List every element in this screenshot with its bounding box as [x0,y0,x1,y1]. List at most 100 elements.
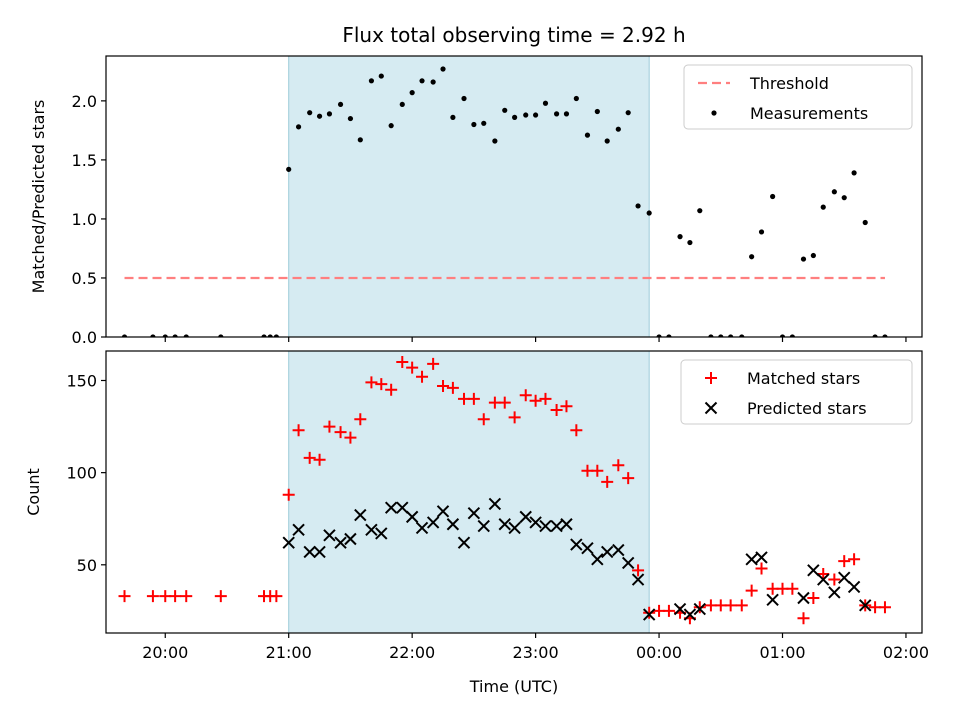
top-legend: Threshold Measurements [683,64,913,130]
predicted-star-point [807,564,820,577]
measurement-point [512,114,518,120]
predicted-star-point [313,545,326,559]
measurement-point [440,66,446,72]
measurement-point [218,334,224,337]
matched-star-point [365,376,378,389]
predicted-star-point [365,523,378,536]
matched-star-point [437,380,450,393]
matched-star-point [396,356,409,369]
measurement-point [388,123,394,129]
top-y-tick-label: 0.5 [72,269,97,288]
measurement-point [553,111,560,117]
legend-box [680,359,913,425]
bottom-plot-area [118,356,891,625]
predicted-star-point [498,518,511,531]
predicted-star-point [323,529,336,542]
measurement-point [273,334,279,337]
matched-star-point [529,394,542,407]
legend-measurement-swatch [711,110,717,116]
predicted-star-point [282,536,295,549]
x-tick-label: 22:00 [389,643,435,662]
matched-star-point [662,604,675,617]
measurement-point [286,166,292,172]
measurement-point [172,334,178,337]
bottom-series-1 [118,356,891,625]
predicted-star-point [859,599,872,612]
x-tick-label: 20:00 [142,643,188,662]
measurement-point [430,79,436,85]
predicted-star-point [612,543,625,557]
bottom-observing-window [288,350,650,634]
matched-star-point [416,370,429,383]
bottom-axes-frame [105,350,923,634]
predicted-star-point [560,518,573,531]
matched-star-point [786,582,799,595]
predicted-star-point [375,527,388,540]
measurement-point [347,115,354,122]
top-observing-window [288,55,650,338]
matched-star-point [344,431,357,444]
predicted-star-point [581,542,594,555]
legend-label: Measurements [750,104,868,123]
matched-star-point [406,361,419,374]
predicted-star-point [600,545,614,559]
measurement-point [261,334,267,337]
matched-star-point [270,590,283,603]
measurement-point [542,100,549,106]
predicted-star-point [683,608,697,621]
matched-star-point [612,459,625,472]
matched-star-point [591,464,604,477]
measurement-point [481,120,487,126]
matched-star-point [755,562,768,575]
measurement-point [563,111,570,117]
measurement-point [656,334,662,337]
matched-star-point [146,590,159,603]
top-y-tick-label: 1.5 [72,151,97,170]
matched-star-point [622,472,635,485]
measurement-point [121,334,128,337]
matched-star-point [375,378,388,391]
matched-star-point [477,413,490,426]
measurement-point [789,334,795,337]
predicted-star-point [755,551,768,564]
matched-star-point [180,590,193,603]
predicted-star-point [817,573,830,586]
measurement-point [831,189,837,195]
x-tick-label: 23:00 [513,643,559,662]
measurement-point [718,334,724,337]
predicted-star-point [570,538,583,551]
measurement-point [295,124,302,130]
top-axes-frame [105,55,923,338]
measurement-point [687,239,693,246]
matched-star-point [282,488,295,501]
predicted-star-point [508,521,521,535]
x-tick-label: 02:00 [883,643,929,662]
legend-predicted-swatch [704,401,718,415]
matched-star-point [118,590,131,603]
top-plot-area [121,66,888,337]
predicted-star-point [467,506,481,520]
predicted-star-point [426,516,440,529]
measurement-point [625,110,631,116]
measurement-point [800,256,807,262]
measurement-point [841,195,847,201]
measurement-point [267,334,273,337]
bottom-legend: Matched stars Predicted stars [680,359,913,425]
matched-star-point [323,420,336,433]
measurement-point [882,334,888,337]
matched-star-point [519,389,532,402]
matched-star-point [560,400,573,413]
matched-star-point [735,599,748,612]
predicted-star-point [591,553,604,566]
predicted-star-point [745,553,758,566]
top-series-1 [121,66,888,337]
chart-title: Flux total observing time = 2.92 h [342,23,685,47]
legend-box [683,64,913,130]
matched-star-point [550,403,563,416]
predicted-star-point [847,580,861,594]
measurement-point [851,170,857,176]
matched-star-point [498,396,511,409]
top-y-tick-label: 2.0 [72,92,97,111]
measurement-point [646,210,652,216]
